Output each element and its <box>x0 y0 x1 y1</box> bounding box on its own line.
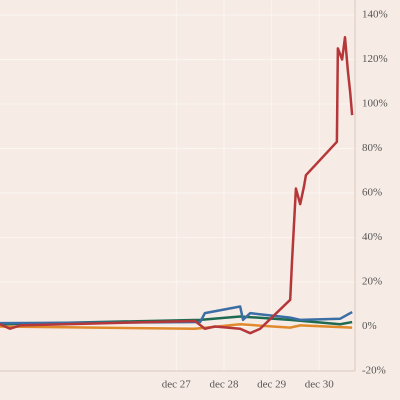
x-tick-label: dec 30 <box>305 379 335 391</box>
y-tick-label: 80% <box>362 142 382 154</box>
y-tick-label: -20% <box>362 365 386 377</box>
series-line <box>0 36 354 335</box>
y-tick-label: 100% <box>362 98 388 110</box>
series-line <box>0 323 353 330</box>
y-tick-label: 20% <box>362 276 382 288</box>
series-line <box>0 305 353 325</box>
x-tick-label: dec 29 <box>257 379 287 391</box>
y-tick-label: 0% <box>362 320 377 332</box>
y-tick-label: 40% <box>362 231 382 243</box>
x-tick-label: dec 28 <box>209 379 239 391</box>
y-tick-label: 60% <box>362 187 382 199</box>
y-tick-label: 140% <box>362 9 388 21</box>
x-tick-label: dec 27 <box>162 379 192 391</box>
y-tick-label: 120% <box>362 53 388 65</box>
